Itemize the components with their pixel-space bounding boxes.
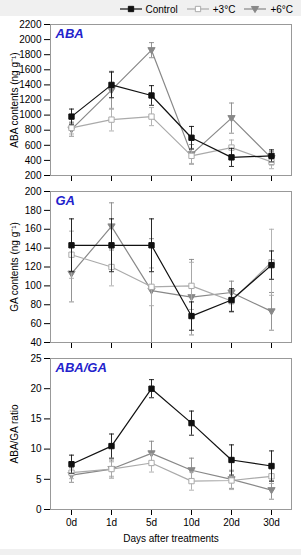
svg-text:0d: 0d (66, 517, 77, 528)
svg-text:2200: 2200 (19, 19, 42, 30)
svg-text:1200: 1200 (19, 94, 42, 105)
svg-text:ABA/GA: ABA/GA (55, 360, 107, 375)
svg-text:1600: 1600 (19, 64, 42, 75)
svg-text:20d: 20d (223, 517, 240, 528)
svg-text:ABA: ABA (55, 26, 84, 41)
svg-text:Days after treatments: Days after treatments (123, 533, 219, 544)
svg-text:20: 20 (30, 383, 42, 394)
svg-text:800: 800 (25, 124, 42, 135)
svg-text:25: 25 (30, 353, 42, 364)
svg-text:100: 100 (25, 280, 42, 291)
svg-text:2000: 2000 (19, 34, 42, 45)
svg-text:ABA/GA ratio: ABA/GA ratio (9, 404, 20, 463)
svg-text:GA: GA (56, 193, 76, 208)
svg-text:400: 400 (25, 155, 42, 166)
svg-text:1000: 1000 (19, 109, 42, 120)
svg-text:15: 15 (30, 413, 42, 424)
svg-text:200: 200 (25, 186, 42, 197)
svg-text:0: 0 (36, 504, 42, 515)
svg-text:80: 80 (30, 299, 42, 310)
svg-text:10d: 10d (183, 517, 200, 528)
svg-text:5d: 5d (146, 517, 157, 528)
svg-text:ABA contents (ng g⁻¹): ABA contents (ng g⁻¹) (9, 52, 20, 147)
svg-text:1400: 1400 (19, 79, 42, 90)
svg-text:600: 600 (25, 140, 42, 151)
svg-text:5: 5 (36, 474, 42, 485)
svg-text:60: 60 (30, 318, 42, 329)
svg-text:1800: 1800 (19, 49, 42, 60)
html-text:+6°C: +6°C (270, 3, 293, 15)
svg-text:160: 160 (25, 223, 42, 234)
svg-text:30d: 30d (263, 517, 280, 528)
svg-text:40: 40 (30, 337, 42, 348)
html-text:+3°C: +3°C (212, 3, 236, 15)
svg-text:10: 10 (30, 443, 42, 454)
svg-text:140: 140 (25, 242, 42, 253)
svg-text:1d: 1d (106, 517, 117, 528)
svg-text:120: 120 (25, 261, 42, 272)
svg-text:200: 200 (25, 170, 42, 181)
svg-text:GA contents (ng g⁻¹): GA contents (ng g⁻¹) (9, 222, 20, 312)
svg-text:180: 180 (25, 205, 42, 216)
html-text:Control: Control (145, 3, 178, 15)
